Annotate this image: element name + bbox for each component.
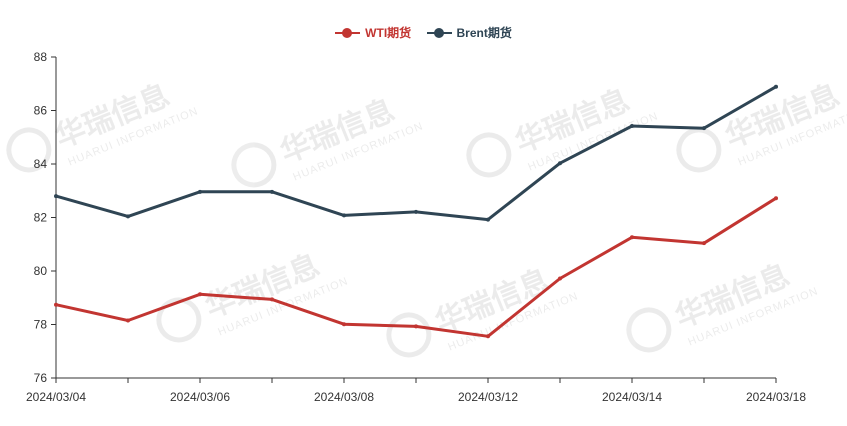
- legend-item-brent[interactable]: Brent期货: [426, 24, 512, 41]
- y-tick-label: 86: [34, 104, 48, 118]
- x-tick-label: 2024/03/06: [170, 390, 230, 404]
- axes: 76 78 80 82 84 86 88 2024/03/04 2024/03/06 2024/0…: [26, 50, 806, 404]
- data-point[interactable]: [702, 241, 706, 246]
- y-tick-label: 84: [34, 157, 48, 171]
- legend-label-brent: Brent期货: [456, 26, 512, 40]
- data-point[interactable]: [774, 196, 778, 201]
- data-point[interactable]: [558, 276, 562, 281]
- x-tick-label: 2024/03/08: [314, 390, 374, 404]
- data-point[interactable]: [342, 213, 346, 218]
- y-tick-label: 80: [34, 264, 48, 278]
- data-point[interactable]: [702, 126, 706, 131]
- data-point[interactable]: [558, 161, 562, 166]
- legend-label-wti: WTI期货: [365, 26, 412, 40]
- y-tick-label: 82: [34, 211, 48, 225]
- x-tick-label: 2024/03/04: [26, 390, 86, 404]
- data-point[interactable]: [270, 189, 274, 194]
- data-point[interactable]: [126, 214, 130, 219]
- data-point[interactable]: [270, 297, 274, 302]
- series-layer: [54, 84, 778, 339]
- legend-swatch-brent: [426, 26, 452, 40]
- data-point[interactable]: [198, 292, 202, 297]
- data-point[interactable]: [414, 324, 418, 329]
- data-point[interactable]: [54, 194, 58, 199]
- legend-swatch-wti: [335, 26, 361, 40]
- data-point[interactable]: [342, 322, 346, 327]
- data-point[interactable]: [630, 124, 634, 129]
- data-point[interactable]: [198, 189, 202, 194]
- data-point[interactable]: [630, 235, 634, 240]
- legend-item-wti[interactable]: WTI期货: [335, 24, 411, 41]
- data-point[interactable]: [486, 217, 490, 222]
- x-tick-label: 2024/03/12: [458, 390, 518, 404]
- y-tick-label: 78: [34, 318, 48, 332]
- y-tick-label: 76: [34, 371, 48, 385]
- data-point[interactable]: [414, 209, 418, 214]
- data-point[interactable]: [774, 84, 778, 89]
- data-point[interactable]: [486, 334, 490, 339]
- x-tick-label: 2024/03/14: [602, 390, 662, 404]
- data-point[interactable]: [54, 302, 58, 307]
- data-point[interactable]: [126, 318, 130, 323]
- legend: WTI期货 Brent期货: [0, 24, 847, 43]
- x-tick-label: 2024/03/18: [746, 390, 806, 404]
- y-tick-label: 88: [34, 50, 48, 64]
